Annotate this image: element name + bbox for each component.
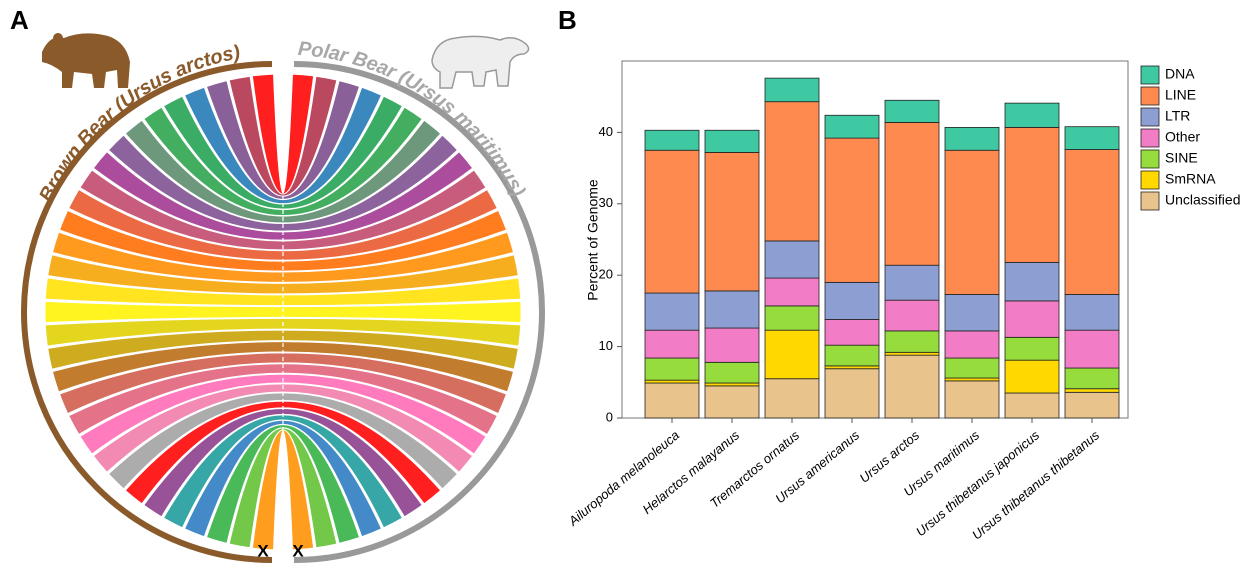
bar-segment bbox=[1005, 301, 1059, 337]
y-tick-label: 30 bbox=[599, 195, 613, 210]
x-tick-label: Helarctos malayanus bbox=[640, 427, 743, 517]
bar-segment bbox=[825, 369, 879, 418]
marker: X bbox=[257, 541, 269, 560]
panel-label: B bbox=[558, 5, 577, 35]
bar-segment bbox=[1005, 393, 1059, 418]
legend-swatch bbox=[1141, 150, 1159, 168]
bar-segment bbox=[765, 102, 819, 241]
bar-segment bbox=[825, 282, 879, 319]
brown-bear-ear bbox=[53, 33, 63, 43]
bar-segment bbox=[825, 345, 879, 366]
bar-segment bbox=[1065, 392, 1119, 418]
legend-swatch bbox=[1141, 66, 1159, 84]
bar-segment bbox=[1065, 127, 1119, 150]
legend-swatch bbox=[1141, 129, 1159, 147]
bar-segment bbox=[885, 265, 939, 300]
x-tick-label: Ursus thibetanus thibetanus bbox=[969, 427, 1102, 542]
bar-segment bbox=[1065, 294, 1119, 330]
bar-segment bbox=[1005, 127, 1059, 262]
bar-segment bbox=[1005, 262, 1059, 301]
bar-segment bbox=[1005, 360, 1059, 393]
legend-label: SmRNA bbox=[1165, 171, 1216, 187]
y-tick-label: 40 bbox=[599, 124, 613, 139]
bar-segment bbox=[885, 300, 939, 331]
bar-segment bbox=[645, 130, 699, 150]
bar-segment bbox=[705, 386, 759, 418]
x-tick-label: Ailuropoda melanoleuca bbox=[565, 427, 682, 529]
bar-segment bbox=[1065, 150, 1119, 295]
legend-label: Other bbox=[1165, 129, 1200, 145]
bar-segment bbox=[945, 381, 999, 418]
bar-segment bbox=[645, 380, 699, 383]
bar-segment bbox=[885, 122, 939, 265]
legend-label: SINE bbox=[1165, 150, 1198, 166]
bar-segment bbox=[825, 138, 879, 282]
x-tick-label: Ursus thibetanus japonicus bbox=[913, 427, 1043, 539]
legend-label: DNA bbox=[1165, 66, 1195, 82]
legend-swatch bbox=[1141, 87, 1159, 105]
bar-segment bbox=[765, 330, 819, 379]
bar-segment bbox=[765, 241, 819, 278]
panel-label: A bbox=[10, 5, 29, 35]
bar-segment bbox=[945, 331, 999, 358]
bar-segment bbox=[885, 100, 939, 122]
y-tick-label: 20 bbox=[599, 267, 613, 282]
legend-swatch bbox=[1141, 108, 1159, 126]
bar-segment bbox=[825, 366, 879, 369]
bar-segment bbox=[885, 331, 939, 352]
bar-segment bbox=[645, 358, 699, 380]
bar-segment bbox=[1065, 389, 1119, 393]
marker: X bbox=[292, 541, 304, 560]
bar-segment bbox=[885, 352, 939, 355]
legend-label: LINE bbox=[1165, 87, 1196, 103]
bar-segment bbox=[645, 330, 699, 358]
bar-segment bbox=[825, 115, 879, 138]
figure: A B Brown Bear (Ursus arctos) Polar Bear… bbox=[0, 0, 1253, 577]
bar-segment bbox=[705, 383, 759, 386]
bar-segment bbox=[705, 152, 759, 291]
bar-segment bbox=[645, 293, 699, 330]
bar-segment bbox=[945, 127, 999, 150]
bar-segment bbox=[705, 362, 759, 383]
legend-swatch bbox=[1141, 192, 1159, 210]
legend-label: Unclassified bbox=[1165, 192, 1240, 208]
bar-segment bbox=[945, 378, 999, 381]
y-tick-label: 10 bbox=[599, 338, 613, 353]
bar-segment bbox=[705, 328, 759, 362]
bar-segment bbox=[765, 379, 819, 418]
bar-segment bbox=[1005, 103, 1059, 127]
y-tick-label: 0 bbox=[606, 409, 613, 424]
bar-segment bbox=[765, 278, 819, 306]
bar-segment bbox=[1005, 337, 1059, 360]
bar-segment bbox=[885, 355, 939, 418]
bar-segment bbox=[645, 150, 699, 293]
bar-segment bbox=[765, 306, 819, 330]
legend-label: LTR bbox=[1165, 108, 1190, 124]
bar-segment bbox=[1065, 368, 1119, 389]
bar-segment bbox=[945, 358, 999, 378]
bar-segment bbox=[705, 291, 759, 328]
bar-segment bbox=[705, 130, 759, 152]
bar-segment bbox=[825, 319, 879, 345]
bar-segment bbox=[1065, 330, 1119, 368]
legend-swatch bbox=[1141, 171, 1159, 189]
bar-segment bbox=[945, 294, 999, 330]
bar-segment bbox=[765, 78, 819, 102]
polar-bear-icon bbox=[432, 36, 529, 88]
bar-segment bbox=[645, 383, 699, 418]
bar-segment bbox=[945, 150, 999, 294]
